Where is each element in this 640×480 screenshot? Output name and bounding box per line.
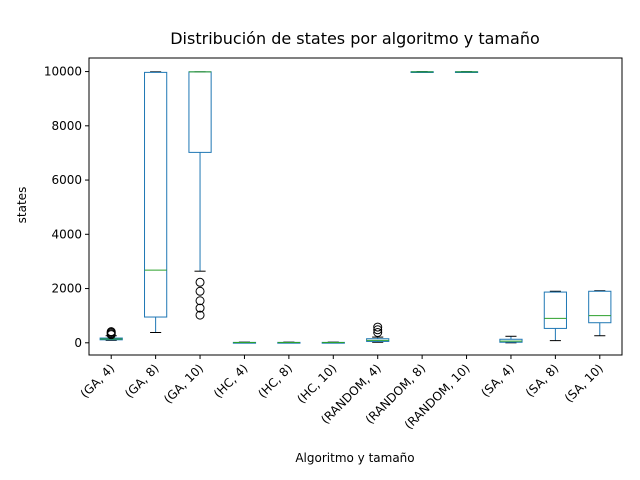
chart-title: Distribución de states por algoritmo y t… [170,29,540,48]
outlier-point [195,286,205,296]
y-tick-label: 4000 [51,227,82,241]
y-tick-label: 8000 [51,119,82,133]
x-axis-label: Algoritmo y tamaño [295,451,414,465]
y-tick-label: 0 [74,336,82,350]
box-iqr [144,71,168,318]
outlier-point [195,303,205,313]
outlier-point [373,327,383,337]
y-tick-label: 10000 [44,65,82,79]
box-iqr [543,291,567,329]
y-tick-label: 6000 [51,173,82,187]
y-tick-label: 2000 [51,282,82,296]
outlier-point [195,277,205,287]
y-axis-label: states [15,187,29,224]
box-iqr [588,290,612,324]
outlier-point [373,322,383,332]
outlier-point [106,327,116,337]
outlier-point [373,325,383,335]
outlier-point [195,310,205,320]
outlier-point [195,296,205,306]
axes-frame [88,57,623,356]
